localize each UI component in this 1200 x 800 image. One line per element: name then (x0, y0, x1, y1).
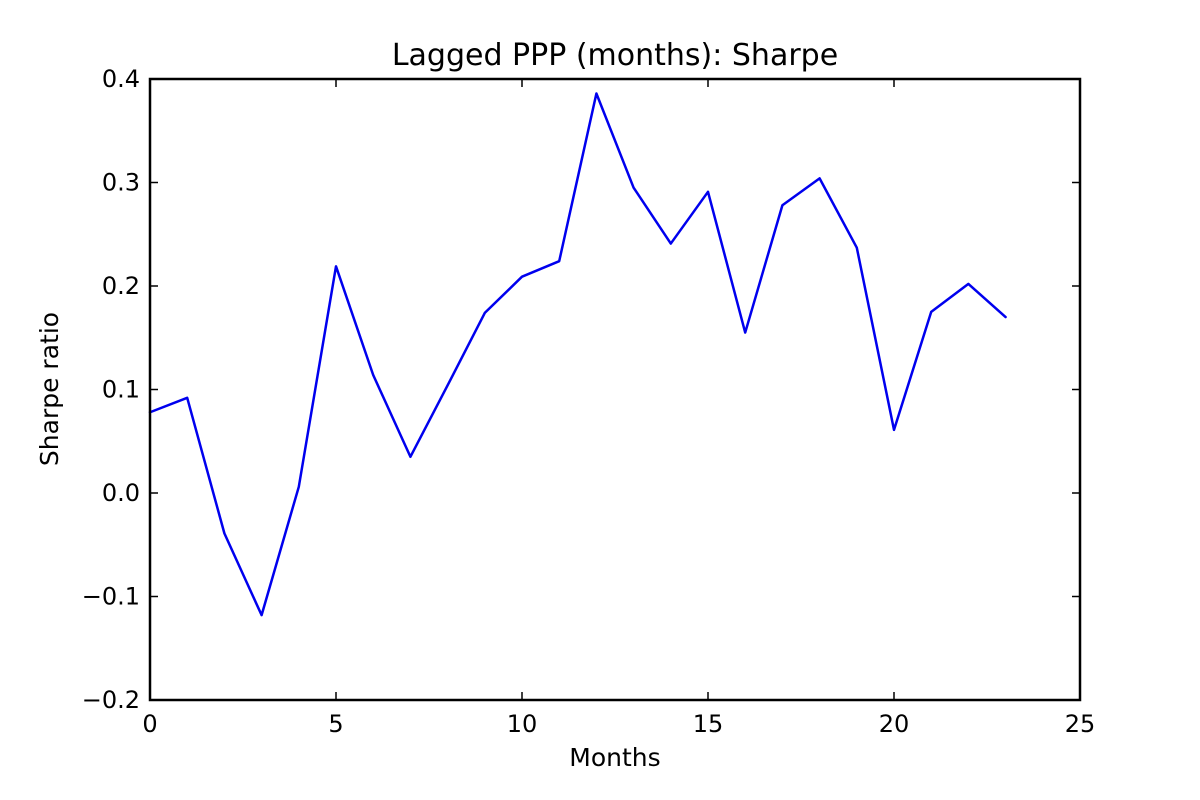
x-tick-label: 0 (142, 710, 157, 738)
y-tick-label: 0.2 (102, 272, 140, 300)
x-tick-label: 10 (507, 710, 538, 738)
series-line (148, 92, 1007, 617)
chart-title: Lagged PPP (months): Sharpe (392, 38, 838, 73)
x-tick-label: 15 (693, 710, 724, 738)
series-layer (148, 92, 1007, 617)
y-tick-label: 0.0 (102, 479, 140, 507)
y-tick-label: −0.2 (82, 686, 140, 714)
y-tick-label: 0.4 (102, 65, 140, 93)
y-tick-label: 0.1 (102, 376, 140, 404)
y-tick-label: −0.1 (82, 583, 140, 611)
ticks-layer: 0 5 10 15 20 25 −0.2 −0.1 0.0 0.1 0.2 0.3 0.4 (82, 65, 1096, 738)
x-axis-label: Months (569, 743, 660, 772)
x-tick-label: 20 (879, 710, 910, 738)
y-tick-label: 0.3 (102, 169, 140, 197)
x-tick-label: 25 (1065, 710, 1096, 738)
x-tick-label: 5 (328, 710, 343, 738)
y-axis-label: Sharpe ratio (35, 312, 64, 466)
plot-frame (148, 77, 1082, 702)
